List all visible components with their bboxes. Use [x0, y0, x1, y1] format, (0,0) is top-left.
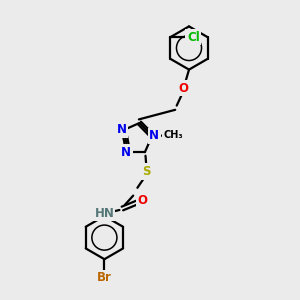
Text: Br: Br	[97, 271, 112, 284]
Text: O: O	[138, 194, 148, 207]
Text: N: N	[121, 146, 131, 159]
Text: N: N	[117, 123, 127, 136]
Text: O: O	[178, 82, 189, 95]
Text: HN: HN	[94, 207, 114, 220]
Text: Cl: Cl	[187, 31, 200, 44]
Text: N: N	[149, 129, 159, 142]
Text: CH₃: CH₃	[164, 130, 183, 140]
Text: S: S	[142, 165, 151, 178]
